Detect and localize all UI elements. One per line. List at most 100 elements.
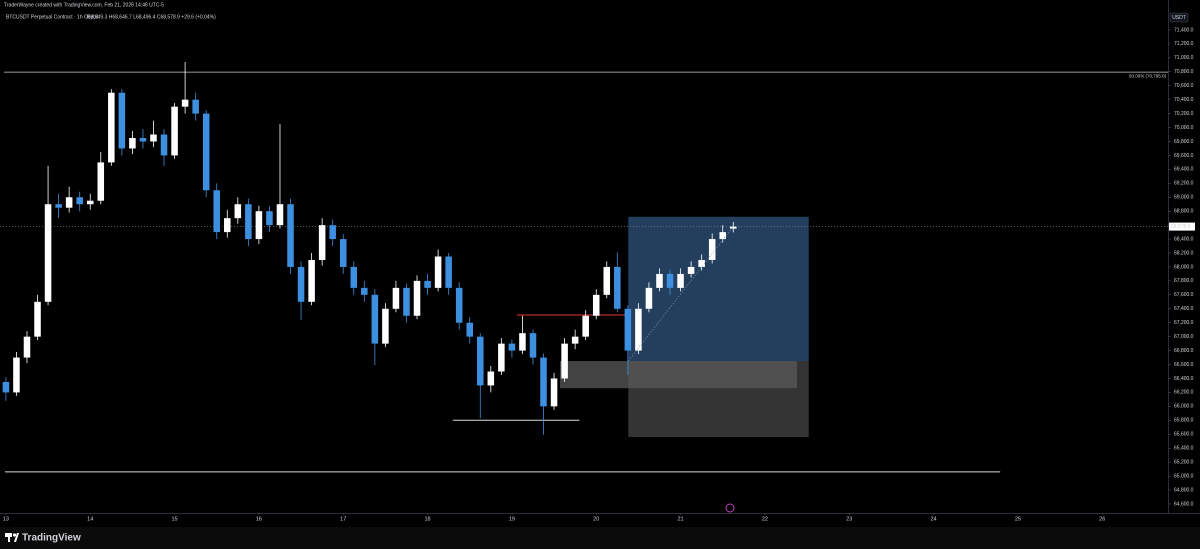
candle-body — [55, 204, 62, 208]
candle-body — [181, 99, 189, 107]
x-tick-label: 25 — [1015, 516, 1021, 522]
candle-body — [424, 280, 431, 288]
candle-body — [86, 200, 94, 205]
candle-body — [540, 357, 547, 407]
candle-body — [403, 287, 410, 316]
candle-body — [519, 333, 526, 351]
y-tick-label: 67,200.0 — [1174, 320, 1194, 326]
candle-body — [245, 204, 252, 240]
candle-body — [498, 343, 505, 372]
watermark: TraderWayne created with TradingView.com… — [4, 2, 164, 8]
candle-body — [730, 226, 737, 229]
candle-body — [466, 322, 473, 337]
y-tick-label: 67,400.0 — [1174, 306, 1194, 312]
candle-body — [455, 287, 463, 323]
candle-body — [529, 333, 537, 358]
event-icon[interactable] — [725, 503, 735, 513]
candle-body — [361, 287, 368, 295]
last-price-label: 68,578.9 — [1171, 224, 1191, 230]
y-tick-label: 69,600.0 — [1174, 153, 1194, 159]
candle-body — [234, 204, 242, 219]
ohlc-legend: O68,549.3 H68,646.7 L68,496.4 C68,578.9 … — [84, 14, 216, 20]
y-tick-label: 70,200.0 — [1174, 111, 1194, 117]
candle-body — [23, 336, 31, 358]
x-tick-label: 24 — [930, 516, 936, 522]
tradingview-logo: TradingView — [5, 533, 81, 544]
y-tick-label: 65,200.0 — [1174, 459, 1194, 465]
candle-body — [297, 266, 305, 302]
candle-body — [708, 239, 716, 260]
y-tick-label: 69,200.0 — [1174, 181, 1194, 187]
y-tick-label: 65,800.0 — [1174, 418, 1194, 424]
x-tick-label: 19 — [509, 516, 515, 522]
x-tick-label: 20 — [593, 516, 599, 522]
zone — [559, 361, 797, 389]
candle-body — [255, 211, 263, 240]
candle-body — [561, 343, 568, 379]
candle-body — [2, 381, 10, 393]
y-tick-label: 66,000.0 — [1174, 404, 1194, 410]
y-tick-label: 65,400.0 — [1174, 446, 1194, 452]
candle-body — [477, 336, 484, 386]
candle-body — [202, 113, 210, 191]
candle-body — [129, 138, 136, 149]
y-tick-label: 65,600.0 — [1174, 432, 1194, 438]
candle-body — [65, 197, 73, 208]
x-tick-label: 17 — [340, 516, 346, 522]
candle-body — [487, 371, 495, 386]
candle-body — [687, 266, 695, 274]
x-tick-label: 16 — [256, 516, 262, 522]
y-tick-label: 70,800.0 — [1174, 69, 1194, 75]
candle-body — [508, 343, 516, 351]
candle-body — [276, 204, 284, 226]
y-tick-label: 66,400.0 — [1174, 376, 1194, 382]
x-tick-label: 13 — [3, 516, 9, 522]
candle-body — [160, 134, 168, 156]
position-path — [628, 226, 734, 362]
y-tick-label: 69,000.0 — [1174, 195, 1194, 201]
y-tick-label: 69,800.0 — [1174, 139, 1194, 145]
candle-body — [108, 92, 115, 163]
candle-body — [329, 225, 336, 240]
x-tick-label: 22 — [762, 516, 768, 522]
candle-body — [44, 204, 52, 302]
candle-body — [318, 225, 326, 260]
currency: USDT — [1172, 15, 1186, 21]
x-tick-label: 23 — [846, 516, 852, 522]
x-tick-label: 15 — [172, 516, 178, 522]
y-tick-label: 70,400.0 — [1174, 97, 1194, 103]
y-tick-label: 69,400.0 — [1174, 167, 1194, 173]
y-tick-label: 68,200.0 — [1174, 250, 1194, 256]
candle-body — [308, 259, 315, 302]
symbol: BTCUSDT Perpetual Contract · 1h · Bybit — [6, 14, 99, 20]
candle-body — [350, 266, 358, 288]
candle-body — [139, 138, 147, 142]
candle-body — [645, 287, 653, 309]
footer — [0, 527, 1200, 549]
candle-body — [677, 273, 684, 288]
candle-body — [603, 266, 611, 295]
y-tick-label: 68,400.0 — [1174, 236, 1194, 242]
candle-body — [382, 308, 389, 344]
candle-body — [150, 134, 157, 142]
y-tick-label: 67,800.0 — [1174, 278, 1194, 284]
candle-body — [339, 239, 347, 267]
plot-area: 50.00% (70,795.0) — [0, 62, 1168, 473]
y-tick-label: 64,600.0 — [1174, 501, 1194, 507]
candle-body — [445, 256, 452, 288]
candle-body — [192, 99, 199, 114]
candle-body — [719, 232, 726, 240]
candle-body — [97, 162, 105, 201]
x-tick-label: 18 — [425, 516, 431, 522]
last-price-box — [1169, 222, 1195, 231]
candle-body — [171, 106, 178, 156]
candle-body — [76, 197, 83, 205]
y-tick-label: 66,200.0 — [1174, 390, 1194, 396]
x-tick-label: 21 — [677, 516, 683, 522]
y-tick-label: 68,000.0 — [1174, 264, 1194, 270]
candle-body — [624, 308, 632, 351]
y-tick-label: 68,800.0 — [1174, 209, 1194, 215]
y-tick-label: 70,600.0 — [1174, 83, 1194, 89]
